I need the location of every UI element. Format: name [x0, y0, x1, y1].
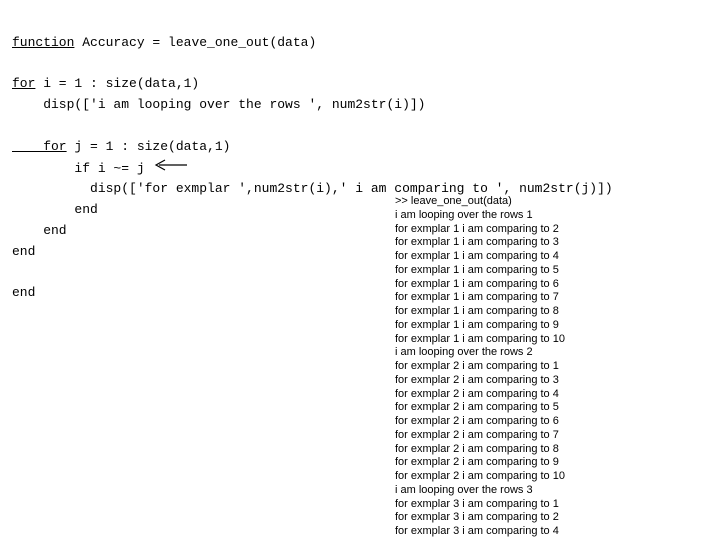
- code-text: disp(['for exmplar ',num2str(i),' i am c…: [12, 181, 613, 196]
- code-text: Accuracy = leave_one_out(data): [74, 35, 316, 50]
- keyword-for: for: [12, 76, 35, 91]
- code-text: i = 1 : size(data,1): [35, 76, 199, 91]
- console-output: >> leave_one_out(data) i am looping over…: [395, 195, 565, 539]
- code-text: disp(['i am looping over the rows ', num…: [12, 97, 425, 112]
- code-text: end: [12, 223, 67, 238]
- code-text: j = 1 : size(data,1): [67, 139, 231, 154]
- code-text: if i ~= j: [12, 160, 145, 175]
- code-block: function Accuracy = leave_one_out(data) …: [12, 12, 708, 304]
- code-text: end: [12, 202, 98, 217]
- code-text: end: [12, 244, 35, 259]
- arrow-icon: [151, 158, 187, 179]
- keyword-for: for: [12, 139, 67, 154]
- code-text: end: [12, 285, 35, 300]
- keyword-function: function: [12, 35, 74, 50]
